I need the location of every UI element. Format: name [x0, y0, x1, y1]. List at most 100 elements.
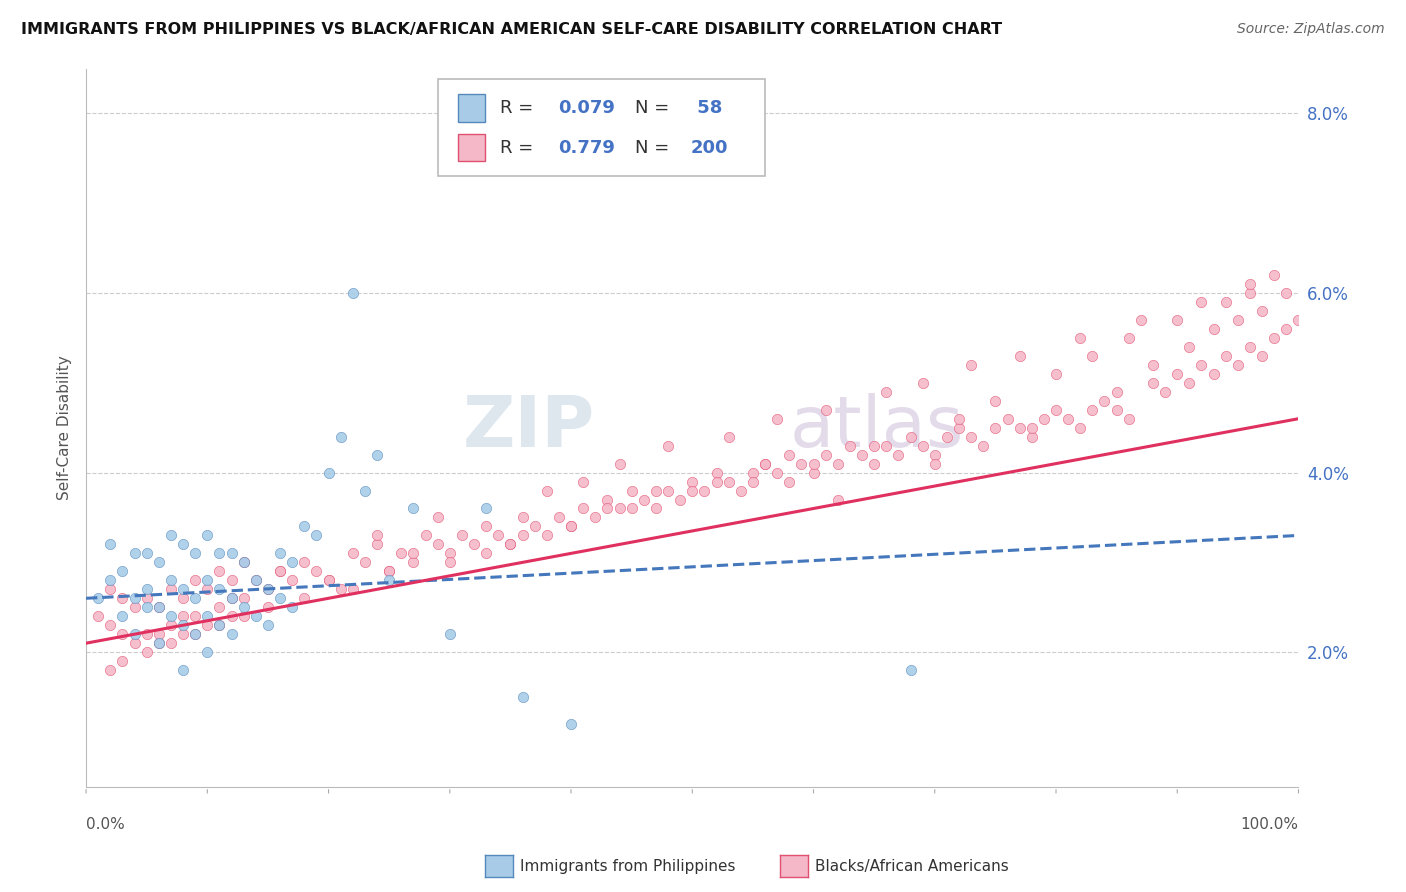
Point: [184, 627, 207, 641]
Point: [560, 519, 582, 533]
Point: [560, 519, 582, 533]
Point: [984, 420, 1007, 434]
Point: [1105, 402, 1128, 417]
Point: [1191, 358, 1213, 372]
Point: [681, 475, 703, 489]
Point: [269, 591, 291, 606]
Point: [887, 448, 910, 462]
Point: [706, 466, 728, 480]
Point: [1142, 376, 1164, 390]
Point: [960, 358, 983, 372]
Point: [536, 528, 558, 542]
Point: [184, 591, 207, 606]
FancyBboxPatch shape: [437, 79, 765, 177]
Point: [342, 285, 364, 300]
Point: [378, 574, 401, 588]
Point: [803, 457, 825, 471]
Point: [875, 384, 897, 399]
Point: [318, 466, 340, 480]
Point: [221, 546, 243, 560]
Point: [633, 492, 655, 507]
Point: [681, 483, 703, 498]
Point: [1251, 304, 1274, 318]
Point: [960, 430, 983, 444]
Point: [221, 591, 243, 606]
Point: [195, 645, 218, 659]
Point: [195, 618, 218, 632]
Point: [281, 600, 304, 615]
Y-axis label: Self-Care Disability: Self-Care Disability: [58, 355, 72, 500]
Point: [208, 600, 231, 615]
Point: [1275, 285, 1298, 300]
Point: [245, 574, 267, 588]
Point: [1094, 393, 1116, 408]
Point: [1263, 331, 1285, 345]
Point: [439, 555, 461, 569]
Point: [1239, 340, 1261, 354]
Point: [1045, 367, 1067, 381]
Point: [221, 591, 243, 606]
Text: R =: R =: [499, 99, 538, 117]
Point: [124, 546, 146, 560]
Point: [741, 466, 763, 480]
Point: [195, 609, 218, 624]
Point: [378, 565, 401, 579]
Point: [1081, 349, 1104, 363]
Point: [232, 591, 254, 606]
Point: [754, 457, 776, 471]
Point: [184, 627, 207, 641]
Bar: [458, 134, 485, 161]
Point: [717, 430, 740, 444]
Point: [221, 609, 243, 624]
Point: [596, 492, 619, 507]
Point: [329, 430, 352, 444]
Text: Blacks/African Americans: Blacks/African Americans: [815, 859, 1010, 873]
Point: [863, 457, 886, 471]
Point: [730, 483, 752, 498]
Text: Source: ZipAtlas.com: Source: ZipAtlas.com: [1237, 22, 1385, 37]
Point: [245, 574, 267, 588]
Point: [318, 574, 340, 588]
Point: [208, 546, 231, 560]
Point: [195, 528, 218, 542]
Point: [911, 376, 934, 390]
Point: [111, 609, 134, 624]
Point: [827, 492, 849, 507]
Point: [1239, 285, 1261, 300]
Point: [160, 582, 183, 597]
Point: [1081, 402, 1104, 417]
Point: [741, 475, 763, 489]
Point: [838, 439, 860, 453]
Point: [148, 600, 170, 615]
Point: [717, 475, 740, 489]
Point: [269, 546, 291, 560]
Point: [221, 627, 243, 641]
Point: [620, 483, 643, 498]
Point: [512, 510, 534, 524]
Point: [790, 457, 813, 471]
Point: [499, 537, 522, 551]
Point: [148, 636, 170, 650]
Point: [172, 537, 194, 551]
Point: [208, 565, 231, 579]
Point: [657, 483, 679, 498]
Point: [693, 483, 716, 498]
Point: [645, 483, 668, 498]
Point: [439, 627, 461, 641]
Text: 58: 58: [692, 99, 723, 117]
Point: [512, 690, 534, 704]
Point: [221, 574, 243, 588]
Point: [948, 411, 970, 425]
Point: [329, 582, 352, 597]
Point: [1129, 313, 1152, 327]
Point: [1008, 420, 1031, 434]
Point: [111, 654, 134, 668]
Point: [389, 546, 412, 560]
Point: [402, 501, 425, 516]
Point: [292, 555, 315, 569]
Point: [184, 609, 207, 624]
Text: 0.0%: 0.0%: [86, 817, 125, 832]
Point: [911, 439, 934, 453]
Point: [560, 717, 582, 731]
Point: [1142, 358, 1164, 372]
